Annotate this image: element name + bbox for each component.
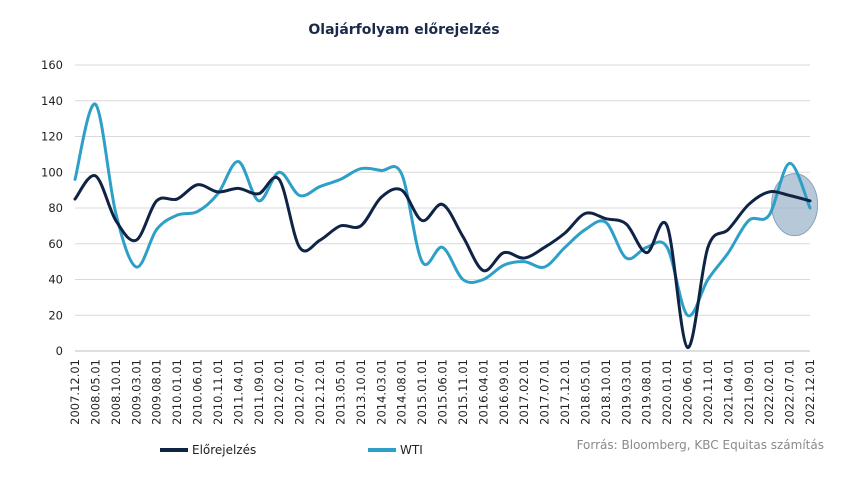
x-axis-ticks: 2007.12.01 2008.05.01 2008.10.01 2009.03.01… [68,359,817,425]
x-tick-label: 2010.06.01 [191,359,205,425]
y-tick-label: 140 [41,94,63,108]
y-tick-label: 60 [48,237,63,251]
x-tick-label: 2009.03.01 [129,359,143,425]
y-tick-label: 100 [41,165,63,179]
x-tick-label: 2017.02.01 [517,359,531,425]
x-tick-label: 2014.03.01 [374,359,388,425]
x-tick-label: 2020.06.01 [681,359,695,425]
x-tick-label: 2013.10.01 [354,359,368,425]
series-line-elorejelzes [73,174,812,349]
x-tick-label: 2019.08.01 [640,359,654,425]
x-tick-label: 2018.10.01 [599,359,613,425]
chart-title: Olajárfolyam előrejelzés [308,22,499,38]
x-tick-label: 2022.07.01 [783,359,797,425]
x-tick-label: 2010.01.01 [170,359,184,425]
x-tick-label: 2011.04.01 [231,359,245,425]
x-tick-label: 2008.10.01 [109,359,123,425]
x-tick-label: 2021.09.01 [742,359,756,425]
x-tick-label: 2016.04.01 [476,359,490,425]
x-tick-label: 2018.05.01 [578,359,592,425]
x-tick-label: 2017.12.01 [558,359,572,425]
x-tick-label: 2020.11.01 [701,359,715,425]
y-axis-ticks: 0 20 40 60 80 100 120 140 160 [41,58,63,358]
x-tick-label: 2017.07.01 [538,359,552,425]
x-tick-label: 2022.12.01 [803,359,817,425]
x-tick-label: 2016.09.01 [497,359,511,425]
legend: Előrejelzés WTI [160,443,423,457]
x-tick-label: 2011.09.01 [252,359,266,425]
x-tick-label: 2008.05.01 [88,359,102,425]
series-line-wti [73,102,812,318]
x-tick-label: 2015.06.01 [436,359,450,425]
x-tick-label: 2012.07.01 [293,359,307,425]
y-tick-label: 40 [48,273,63,287]
x-tick-label: 2021.04.01 [721,359,735,425]
legend-label-wti: WTI [400,443,423,457]
y-tick-label: 80 [48,201,63,215]
series-lines [73,102,812,349]
x-tick-label: 2010.11.01 [211,359,225,425]
legend-label-elorejelzes: Előrejelzés [192,443,256,457]
x-tick-label: 2022.02.01 [762,359,776,425]
x-tick-label: 2012.02.01 [272,359,286,425]
y-tick-label: 120 [41,130,63,144]
source-note: Forrás: Bloomberg, KBC Equitas számítás [577,438,824,452]
x-tick-label: 2019.03.01 [619,359,633,425]
x-tick-label: 2015.11.01 [456,359,470,425]
y-tick-label: 160 [41,58,63,72]
x-tick-label: 2009.08.01 [150,359,164,425]
x-tick-label: 2020.01.01 [660,359,674,425]
x-tick-label: 2015.01.01 [415,359,429,425]
x-tick-label: 2013.05.01 [333,359,347,425]
y-tick-label: 0 [56,344,63,358]
gridlines [75,64,810,352]
x-tick-label: 2012.12.01 [313,359,327,425]
forecast-highlight [771,173,819,237]
x-tick-label: 2014.08.01 [395,359,409,425]
x-tick-label: 2007.12.01 [68,359,82,425]
y-tick-label: 20 [48,308,63,322]
